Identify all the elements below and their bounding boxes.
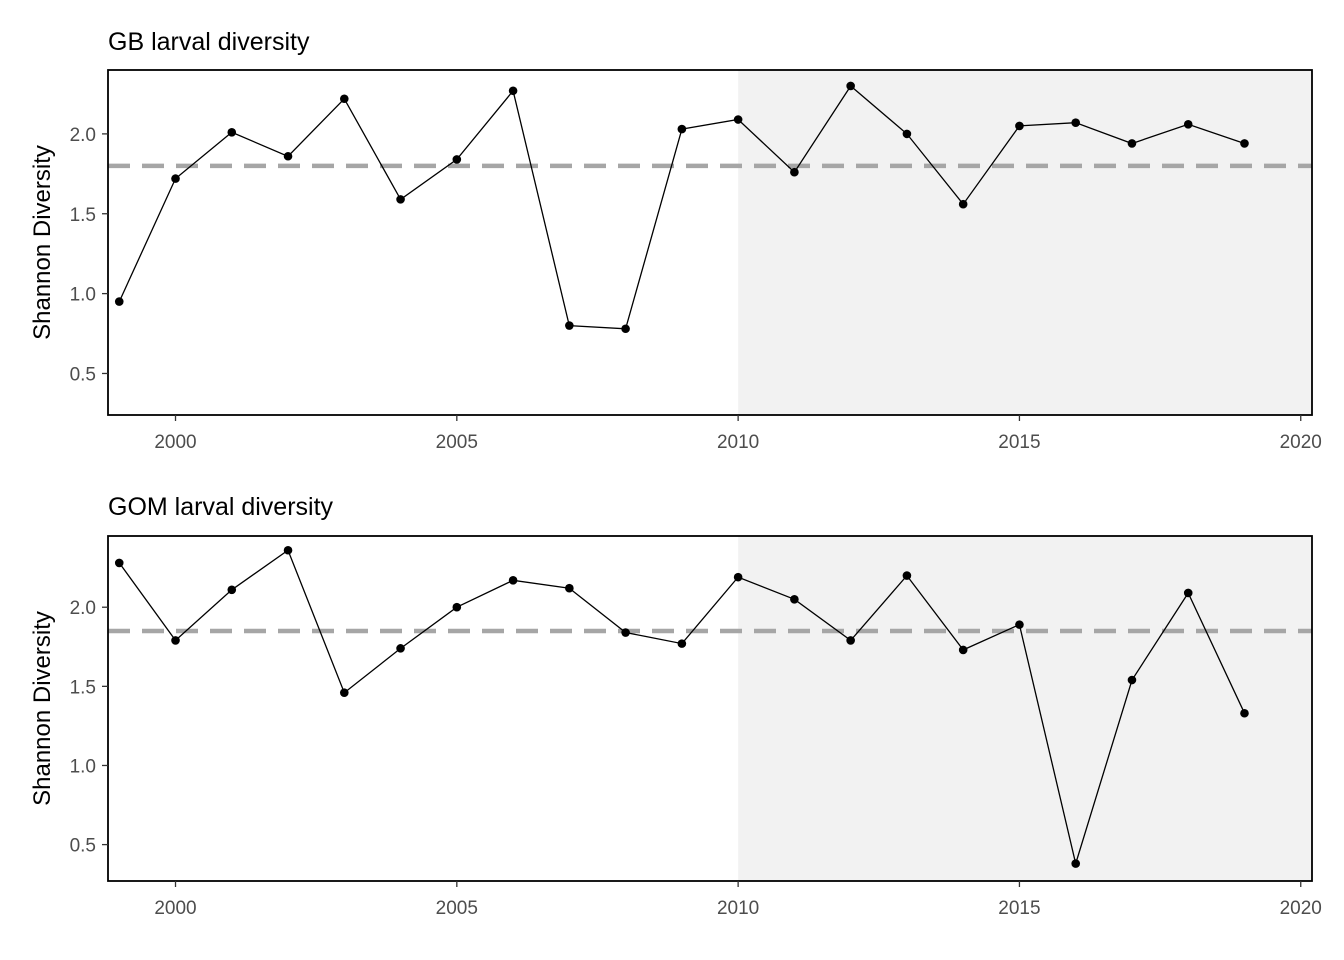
data-point: [621, 628, 630, 637]
data-point: [1071, 118, 1081, 128]
y-axis-label: Shannon Diversity: [29, 145, 56, 340]
data-point: [452, 602, 462, 612]
data-point: [621, 324, 630, 334]
data-point: [1071, 859, 1081, 868]
x-tick-label: 2015: [998, 432, 1040, 453]
data-point: [958, 199, 968, 209]
data-point: [677, 124, 687, 134]
panel-border: [107, 535, 1313, 882]
data-point: [902, 571, 912, 580]
data-point: [339, 94, 349, 104]
data-point: [1240, 708, 1249, 718]
shaded-recent-period: [738, 536, 1312, 881]
chart-panel-2: GOM larval diversity Shannon Diversity 0.5…: [29, 493, 1322, 919]
data-point: [396, 644, 405, 653]
data-point: [1015, 620, 1024, 629]
x-tick-label: 2005: [436, 898, 478, 919]
data-point: [114, 558, 124, 568]
data-point: [171, 174, 180, 183]
y-tick-label: 0.5: [70, 836, 96, 857]
data-point: [902, 129, 912, 139]
data-point: [565, 583, 574, 593]
x-tick-label: 2015: [998, 898, 1040, 919]
data-point: [1127, 139, 1137, 148]
y-tick-label: 2.0: [70, 598, 96, 619]
panel-border: [107, 69, 1313, 416]
data-point: [227, 127, 237, 137]
shaded-recent-period: [738, 70, 1312, 415]
data-point: [283, 545, 293, 555]
data-point: [1183, 120, 1193, 129]
chart-panel-1: GB larval diversity Shannon Diversity 0.5 1…: [29, 28, 1322, 453]
data-point: [1183, 588, 1193, 598]
data-point: [283, 151, 293, 161]
x-tick-label: 2000: [154, 898, 196, 919]
y-axis-label: Shannon Diversity: [29, 611, 56, 806]
y-tick-label: 1.0: [70, 285, 96, 306]
data-point: [846, 636, 855, 645]
data-point: [958, 645, 968, 655]
data-point: [114, 297, 124, 306]
y-tick-label: 1.0: [70, 756, 96, 777]
data-point: [733, 115, 743, 124]
data-point: [565, 321, 574, 330]
x-tick-label: 2020: [1280, 898, 1322, 919]
data-point: [452, 155, 462, 164]
data-point: [790, 167, 799, 177]
y-tick-label: 1.5: [70, 205, 96, 226]
x-tick-label: 2010: [717, 898, 759, 919]
x-tick-label: 2000: [154, 432, 196, 453]
data-point: [1240, 139, 1249, 148]
data-point: [846, 81, 855, 91]
data-point: [1015, 121, 1024, 131]
data-point: [790, 595, 799, 604]
y-tick-label: 1.5: [70, 677, 96, 698]
chart-title: GB larval diversity: [108, 28, 310, 56]
data-point: [396, 195, 405, 204]
data-point: [677, 639, 687, 648]
y-tick-label: 2.0: [70, 125, 96, 146]
x-tick-label: 2005: [436, 432, 478, 453]
data-point: [339, 688, 349, 697]
data-point: [171, 636, 180, 645]
y-tick-label: 0.5: [70, 364, 96, 385]
data-point: [733, 572, 743, 582]
data-point: [508, 576, 518, 585]
x-tick-label: 2010: [717, 432, 759, 453]
x-tick-label: 2020: [1280, 432, 1322, 453]
data-point: [1127, 675, 1137, 685]
chart-title: GOM larval diversity: [108, 493, 334, 521]
data-point: [508, 86, 518, 96]
data-point: [227, 585, 237, 595]
